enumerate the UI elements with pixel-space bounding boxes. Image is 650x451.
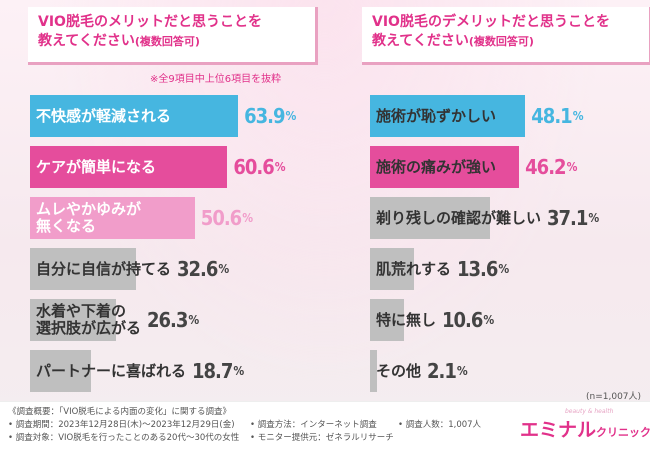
survey-provider: • モニター提供元：ゼネラルリサーチ <box>250 433 394 443</box>
demerit-bar-row: 施術が恥ずかしい 48.1% <box>370 95 596 137</box>
merit-value-label: 18.7% <box>192 359 244 383</box>
survey-title: 《調査概要：「VIO脱毛による内面の変化」に関する調査》 <box>8 407 232 417</box>
demerit-value-label: 48.1% <box>531 104 583 128</box>
excerpt-note: ※全9項目中上位6項目を抜粋 <box>150 74 282 85</box>
merit-value-label: 50.6% <box>200 206 253 230</box>
survey-period: • 調査期間：2023年12月28日(木)〜2023年12月29日(金) <box>8 420 235 430</box>
demerit-bar <box>370 299 405 341</box>
left-title-line2: 教えてください <box>38 33 135 49</box>
demerit-category-label: 施術の痛みが強い <box>376 157 497 176</box>
right-title-line1: VIO脱毛のデメリットだと思うことを <box>372 14 610 30</box>
merit-bar <box>30 146 228 188</box>
merit-value-label: 63.9% <box>244 104 296 128</box>
demerit-category-label: 特に無し <box>376 310 437 329</box>
survey-count: • 調査人数：1,007人 <box>398 420 482 430</box>
merit-value-label: 60.6% <box>233 155 285 179</box>
logo-small-text: クリニック <box>596 426 650 439</box>
demerit-bar-row: 肌荒れする 13.6% <box>370 248 596 290</box>
right-title-line2: 教えてください <box>372 33 469 49</box>
logo-tagline: beauty & health <box>565 408 614 415</box>
merit-bar-row: 自分に自信が持てる 32.6% <box>30 248 258 290</box>
merit-bar <box>30 197 195 239</box>
right-chart-title: VIO脱毛のデメリットだと思うことを 教えてください(複数回答可) <box>362 7 650 65</box>
merits-bar-chart: 不快感が軽減される 63.9% ケアが簡単になる 60.6% ムレやかゆみが 無くなる 50… <box>30 95 320 395</box>
demerit-value-label: 10.6% <box>442 308 494 332</box>
merit-category-label: 不快感が軽減される <box>36 106 172 125</box>
demerit-category-label: 施術が恥ずかしい <box>376 106 497 125</box>
demerit-bar-row: その他 2.1% <box>370 350 596 392</box>
merit-bar <box>30 95 239 137</box>
demerit-category-label: 剃り残しの確認が難しい <box>376 208 542 227</box>
demerit-bar <box>370 95 526 137</box>
demerits-bar-chart: 施術が恥ずかしい 48.1% 施術の痛みが強い 46.2% 剃り残しの確認が難しい 37.… <box>370 95 640 395</box>
survey-target: • 調査対象：VIO脱毛を行ったことのある20代〜30代の女性 <box>8 433 240 443</box>
sample-size-note: (n=1,007人) <box>586 392 642 402</box>
merit-bar <box>30 350 91 392</box>
survey-method: • 調査方法：インターネット調査 <box>250 420 377 430</box>
demerit-bar-row: 施術の痛みが強い 46.2% <box>370 146 596 188</box>
demerit-bar-row: 剃り残しの確認が難しい 37.1% <box>370 197 599 239</box>
merit-value-label: 32.6% <box>177 257 229 281</box>
left-title-line1: VIO脱毛のメリットだと思うことを <box>38 14 262 30</box>
merit-value-label: 26.3% <box>147 308 199 332</box>
left-title-sub: (複数回答可) <box>134 35 200 48</box>
demerit-bar-row: 特に無し 10.6% <box>370 299 596 341</box>
merit-category-label: ケアが簡単になる <box>36 157 157 176</box>
merit-bar-row: ムレやかゆみが 無くなる 50.6% <box>30 197 258 239</box>
merit-category-label: ムレやかゆみが 無くなる <box>36 200 142 235</box>
merit-bar <box>30 299 116 341</box>
merit-category-label: パートナーに喜ばれる <box>36 361 187 380</box>
merit-bar-row: パートナーに喜ばれる 18.7% <box>30 350 258 392</box>
right-title-sub: (複数回答可) <box>468 35 534 48</box>
demerit-value-label: 37.1% <box>547 206 599 230</box>
merit-bar-row: ケアが簡単になる 60.6% <box>30 146 286 188</box>
eminal-clinic-logo: エミナルクリニック <box>520 415 650 442</box>
merit-bar-row: 水着や下着の 選択肢が広がる 26.3% <box>30 299 258 341</box>
merit-bar-row: 不快感が軽減される 63.9% <box>30 95 296 137</box>
merit-category-label: 水着や下着の 選択肢が広がる <box>36 302 142 337</box>
demerit-bar <box>370 248 414 290</box>
demerit-value-label: 46.2% <box>525 155 577 179</box>
left-chart-title: VIO脱毛のメリットだと思うことを 教えてください(複数回答可) <box>28 7 318 65</box>
demerit-value-label: 2.1% <box>427 359 468 383</box>
demerit-bar <box>370 197 490 239</box>
survey-footer: 《調査概要：「VIO脱毛による内面の変化」に関する調査》 • 調査期間：2023… <box>0 401 650 451</box>
demerit-value-label: 13.6% <box>457 257 509 281</box>
logo-main-text: エミナル <box>520 419 597 441</box>
demerit-bar <box>370 146 520 188</box>
merit-bar <box>30 248 137 290</box>
merit-category-label: 自分に自信が持てる <box>36 259 172 278</box>
demerit-bar <box>370 350 377 392</box>
demerit-category-label: その他 <box>376 361 422 380</box>
demerit-category-label: 肌荒れする <box>376 259 452 278</box>
